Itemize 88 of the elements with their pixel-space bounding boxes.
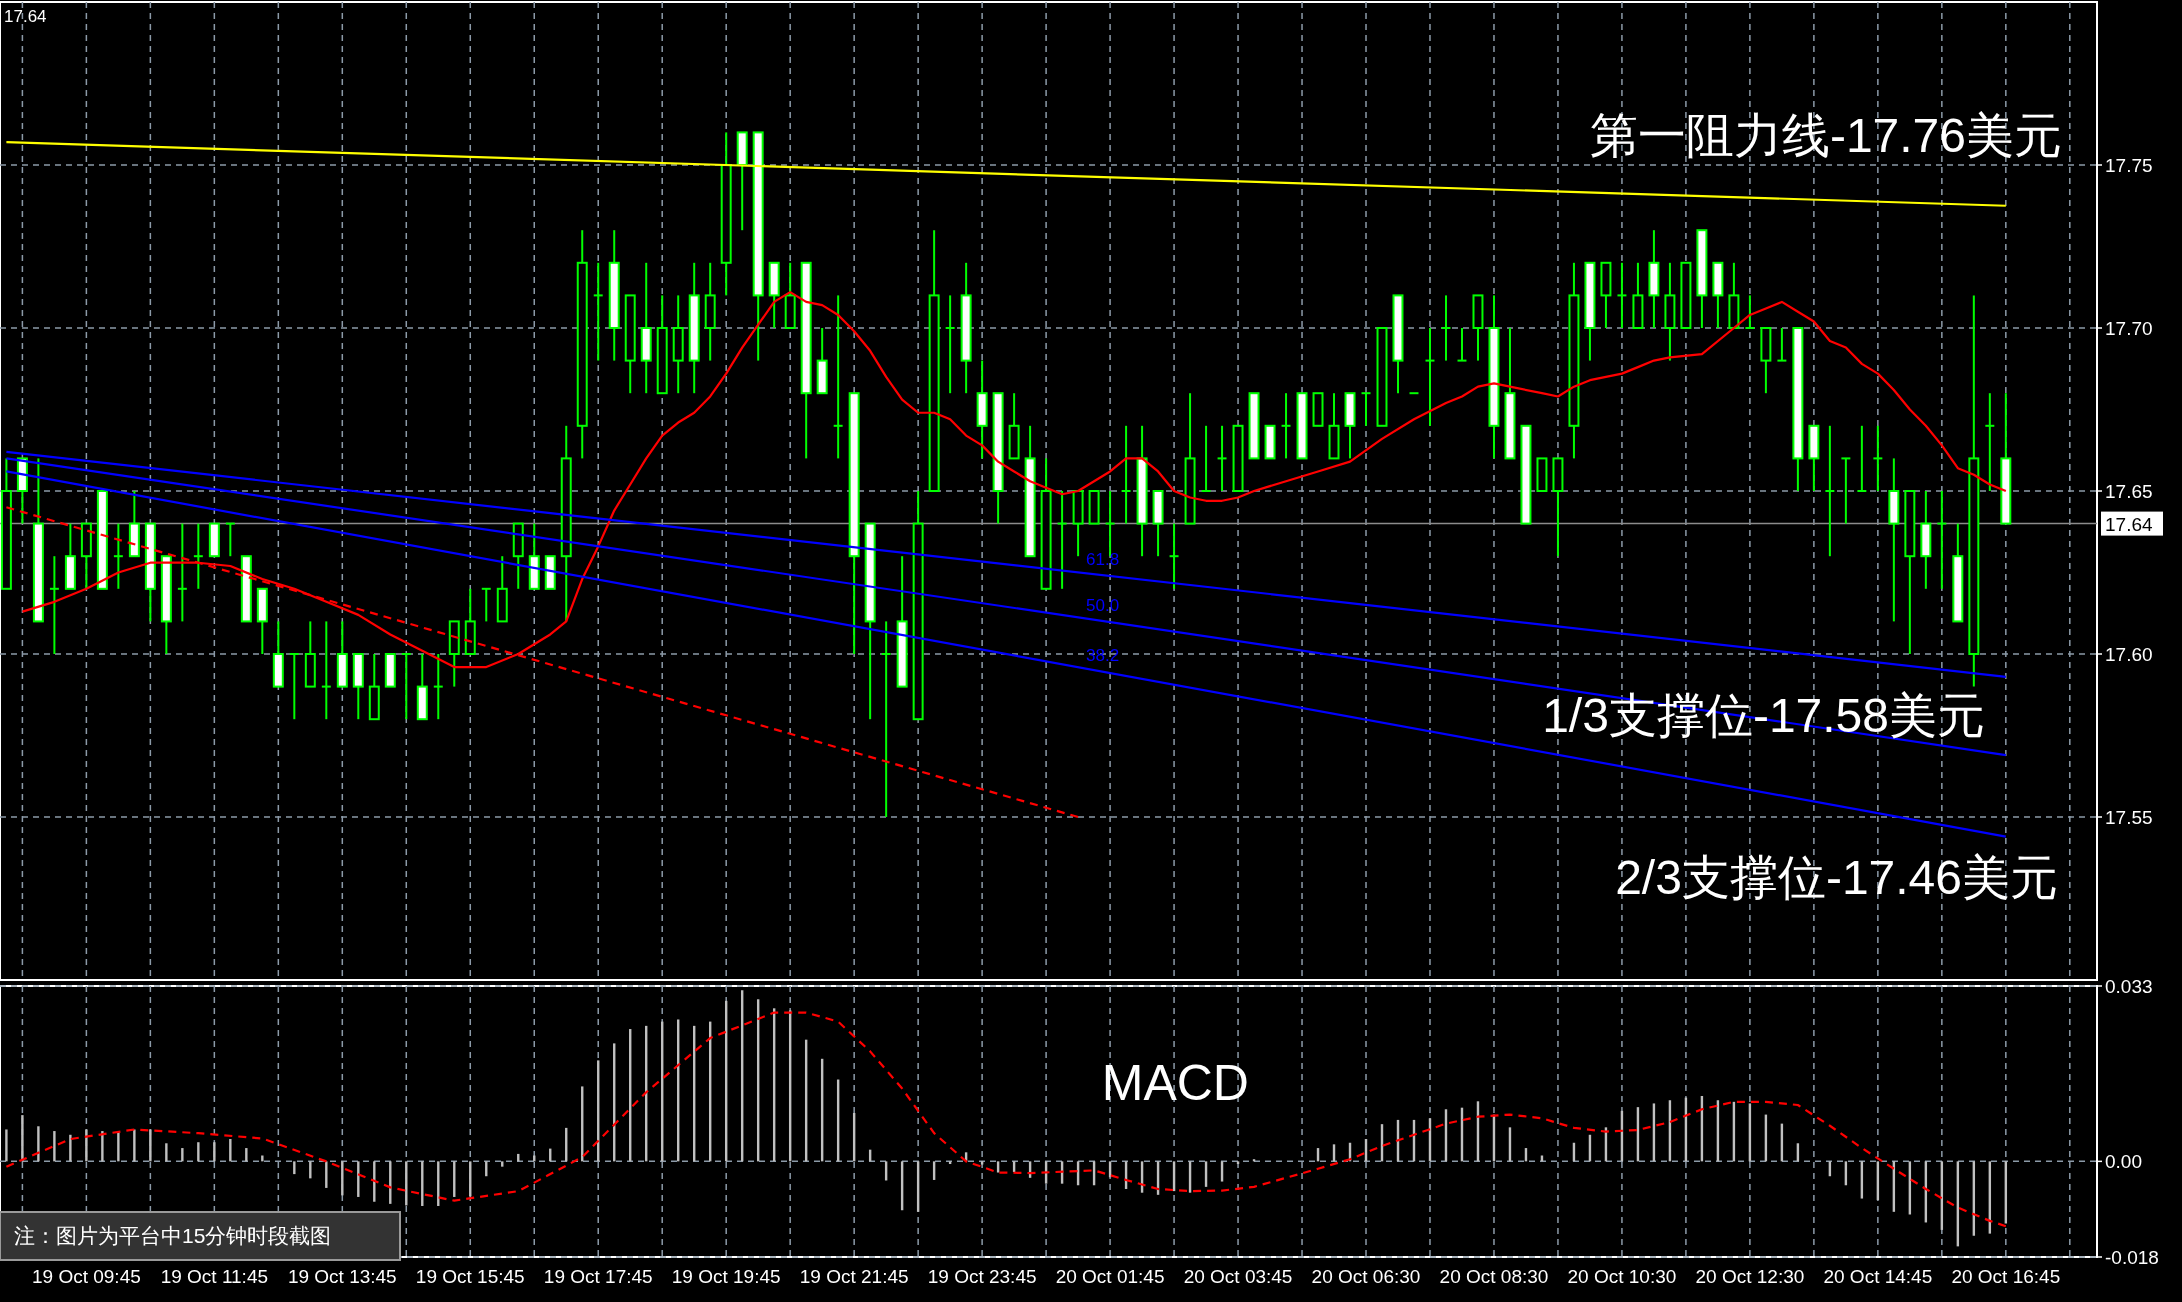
candlestick: [1776, 327, 1788, 362]
text: MACD: [1101, 1055, 1249, 1111]
x-tick-label: 20 Oct 16:45: [1951, 1266, 2061, 1287]
bar: [948, 1161, 952, 1165]
y-tick-label: 17.70: [2105, 318, 2153, 339]
ref-line-label: 17.64: [2105, 513, 2153, 535]
candlestick: [432, 653, 444, 721]
y-tick-label: -0.018: [2105, 1247, 2159, 1268]
candlestick: [880, 620, 892, 818]
series-label: 50.0: [1086, 595, 1120, 615]
bar: [309, 1161, 312, 1179]
candlestick: [944, 294, 956, 395]
bar: [165, 1143, 168, 1162]
y-tick-label: 17.55: [2105, 807, 2153, 828]
x-tick-label: 20 Oct 01:45: [1055, 1266, 1165, 1287]
bar: [181, 1148, 184, 1162]
x-tick-label: 19 Oct 15:45: [415, 1266, 525, 1287]
bar: [133, 1129, 136, 1162]
candlestick: [288, 653, 300, 721]
candlestick: [48, 555, 60, 655]
candlestick: [1984, 392, 1996, 492]
bar: [293, 1161, 296, 1175]
candlestick: [1120, 424, 1132, 525]
bar: [213, 1142, 216, 1162]
candlestick: [1824, 424, 1836, 558]
candlestick: [224, 522, 236, 558]
x-tick-label: 19 Oct 13:45: [287, 1266, 397, 1287]
y-tick-label: 17.75: [2105, 155, 2153, 176]
candlestick: [480, 587, 492, 623]
x-tick-label: 19 Oct 21:45: [799, 1266, 909, 1287]
annotation: 注：图片为平台中15分钟时段截图: [14, 1224, 332, 1247]
candlestick: [1200, 424, 1212, 492]
candlestick: [1936, 490, 1948, 590]
y-tick-label: 17.65: [2105, 481, 2153, 502]
candlestick: [1056, 490, 1068, 590]
series-label: 38.2: [1086, 645, 1120, 665]
annotation: 17.64: [4, 7, 47, 26]
x-tick-label: 19 Oct 23:45: [927, 1266, 1037, 1287]
x-tick-label: 20 Oct 08:30: [1439, 1266, 1549, 1287]
bar: [37, 1126, 40, 1162]
bar: [245, 1148, 248, 1162]
candlestick: [1216, 424, 1228, 492]
x-tick-label: 19 Oct 09:45: [31, 1266, 141, 1287]
candlestick: [1856, 424, 1868, 492]
candlestick: [1280, 392, 1292, 460]
bar: [21, 1115, 24, 1162]
y-tick-label: 0.00: [2105, 1151, 2142, 1173]
bar: [5, 1129, 8, 1162]
bar: [85, 1129, 88, 1162]
candlestick: [592, 261, 604, 362]
x-tick-label: 20 Oct 10:30: [1567, 1266, 1677, 1287]
bar: [101, 1131, 104, 1162]
y-tick-label: 0.033: [2105, 976, 2153, 997]
bar: [1236, 1161, 1240, 1165]
bar: [197, 1142, 200, 1162]
x-tick-label: 20 Oct 14:45: [1823, 1266, 1933, 1287]
x-tick-label: 20 Oct 03:45: [1183, 1266, 1293, 1287]
x-tick-label: 19 Oct 19:45: [671, 1266, 781, 1287]
bar: [69, 1134, 72, 1162]
bar: [261, 1155, 264, 1162]
x-tick-label: 19 Oct 11:45: [160, 1266, 269, 1287]
bar: [117, 1131, 120, 1162]
candlestick: [1840, 457, 1852, 525]
candlestick: [112, 522, 124, 590]
candlestick: [400, 653, 412, 721]
candlestick: [1872, 424, 1884, 492]
candlestick: [320, 620, 332, 721]
bar: [149, 1129, 152, 1162]
candlestick: [192, 522, 204, 590]
series-label: 61.8: [1086, 550, 1120, 570]
bar: [341, 1161, 344, 1196]
bar: [53, 1131, 56, 1162]
annotation: 第一阻力线-17.76美元: [1589, 109, 2062, 162]
candlestick: [1744, 294, 1756, 329]
x-tick-label: 19 Oct 17:45: [543, 1266, 653, 1287]
candlestick: [1168, 522, 1180, 590]
bar: [980, 1161, 984, 1165]
bar: [325, 1161, 328, 1188]
bar: [501, 1161, 504, 1167]
x-tick-label: 20 Oct 06:30: [1311, 1266, 1421, 1287]
x-tick-label: 20 Oct 12:30: [1695, 1266, 1805, 1287]
annotation: 2/3支撑位-17.46美元: [1615, 851, 2058, 904]
bar: [229, 1139, 232, 1162]
y-tick-label: 17.60: [2105, 644, 2153, 665]
candlestick: [176, 522, 188, 623]
candlestick: [832, 294, 844, 460]
candlestick: [1616, 261, 1628, 329]
note: 注：图片为平台中15分钟时段截图: [0, 1211, 401, 1261]
